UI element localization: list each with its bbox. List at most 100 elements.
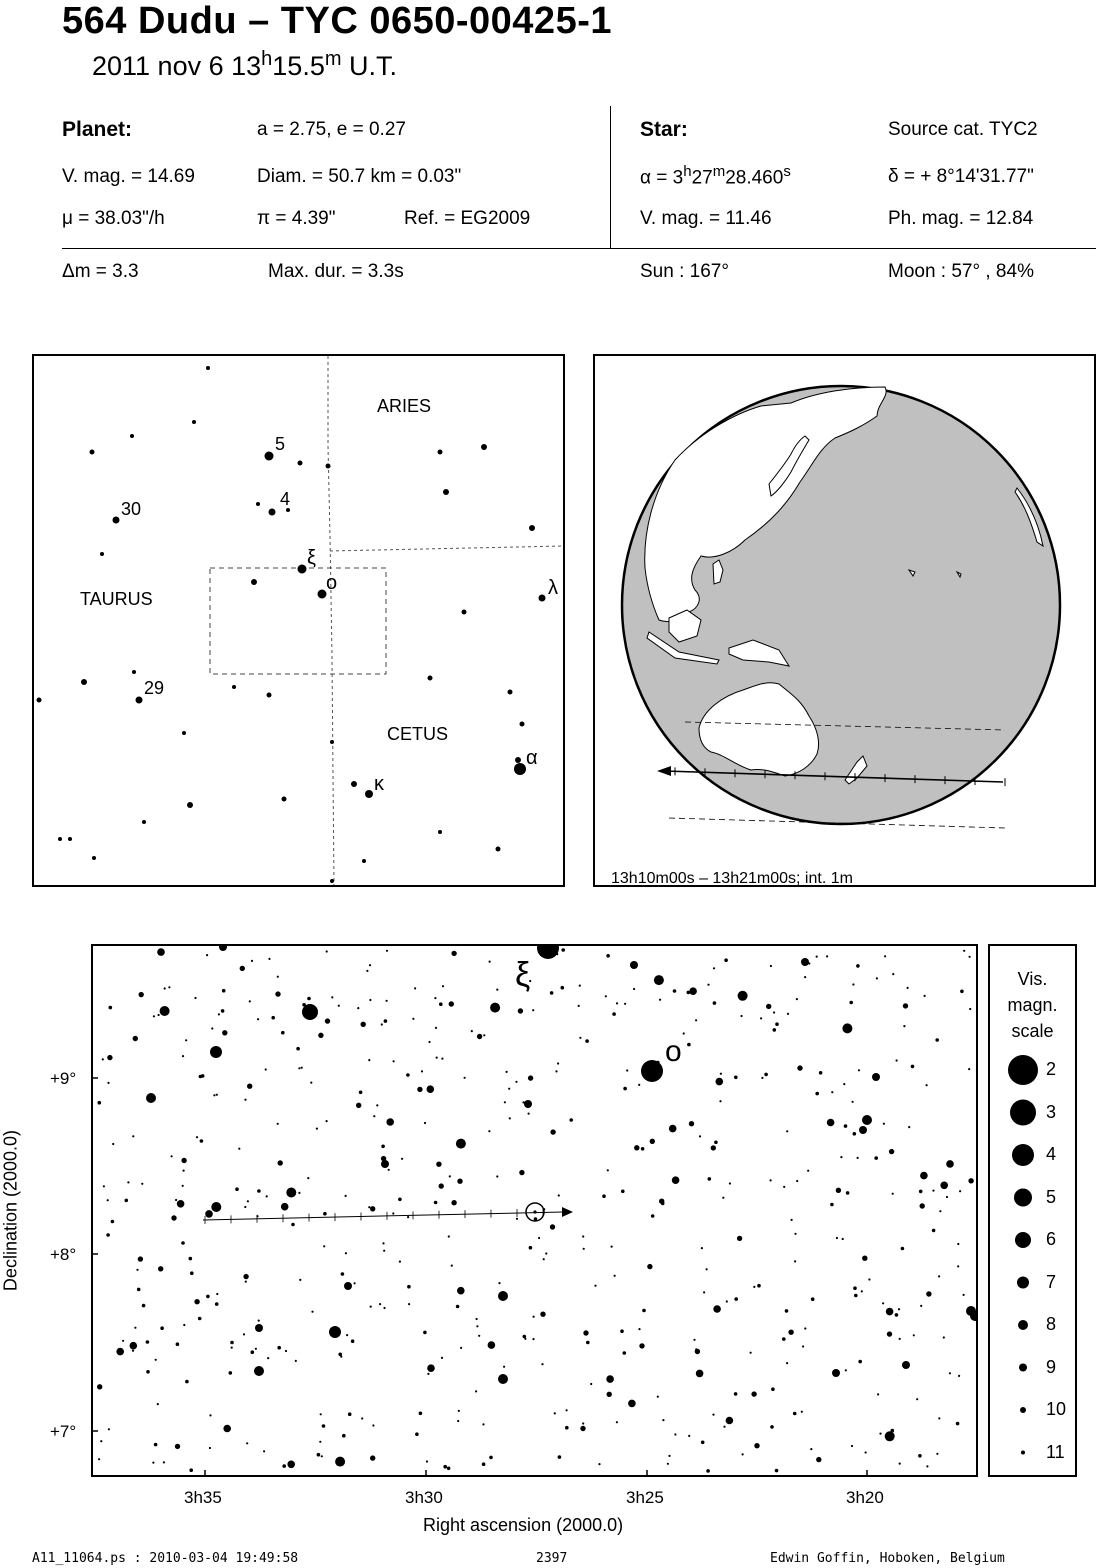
- finder-chart-panel: ARIES TAURUS CETUS 5 4 30 29 ξ o λ α κ: [32, 354, 565, 887]
- star-heading: Star:: [640, 118, 688, 141]
- finder-star: [81, 679, 87, 685]
- bright-star: [872, 1073, 880, 1081]
- field-star: [621, 1189, 625, 1194]
- field-star: [831, 1091, 834, 1094]
- finder-star: [130, 434, 134, 438]
- field-star: [794, 1232, 797, 1235]
- field-star: [519, 1169, 525, 1176]
- planet-reference: Ref. = EG2009: [404, 208, 531, 229]
- field-star: [383, 1249, 386, 1252]
- field-star: [302, 1003, 306, 1007]
- constellation-cetus: CETUS: [387, 724, 448, 744]
- field-star: [623, 1086, 627, 1091]
- field-star: [877, 1393, 880, 1396]
- field-star: [183, 1323, 186, 1327]
- asteroid-track: [202, 1207, 573, 1224]
- field-star: [606, 1375, 614, 1383]
- field-star: [918, 1189, 923, 1194]
- field-star: [906, 986, 909, 989]
- field-star: [315, 1127, 318, 1130]
- minute-unit: m: [324, 48, 342, 70]
- field-star: [370, 1206, 376, 1212]
- finder-star: [256, 502, 260, 506]
- field-star: [483, 1034, 486, 1037]
- field-star: [286, 1187, 297, 1198]
- field-star: [368, 964, 372, 967]
- field-star: [522, 1101, 525, 1104]
- field-star: [642, 1308, 646, 1313]
- field-star: [892, 973, 895, 976]
- field-star: [672, 989, 677, 993]
- field-star: [841, 1237, 844, 1241]
- field-star: [517, 1008, 524, 1014]
- field-star: [307, 1177, 310, 1180]
- field-star: [247, 1083, 253, 1089]
- field-star: [296, 1046, 300, 1051]
- field-star: [882, 1122, 886, 1125]
- field-star: [932, 1189, 935, 1192]
- constellation-boundary: [329, 545, 564, 552]
- field-star: [598, 1463, 601, 1466]
- event-minutes: 15.5: [272, 51, 325, 81]
- field-star: [335, 1456, 346, 1467]
- field-star: [299, 1278, 302, 1281]
- bright-star: [381, 1160, 389, 1168]
- field-star: [392, 1212, 395, 1215]
- bright-star: [146, 1093, 156, 1103]
- field-star: [420, 1070, 424, 1073]
- field-star: [898, 1462, 901, 1465]
- field-star: [700, 1247, 704, 1250]
- field-star: [407, 1216, 410, 1219]
- field-star: [682, 1032, 685, 1035]
- field-star: [385, 999, 388, 1002]
- legend-dot-2: [1008, 1055, 1038, 1085]
- field-star: [864, 1451, 867, 1454]
- field-star: [826, 955, 829, 958]
- field-star: [557, 1062, 560, 1065]
- central-line: [664, 770, 1004, 783]
- field-star: [522, 1334, 527, 1339]
- legend-dot-5: [1014, 1188, 1032, 1207]
- field-star: [938, 1417, 941, 1420]
- field-star: [136, 1268, 139, 1271]
- sumatra-java: [646, 631, 720, 665]
- finder-star: [538, 594, 546, 602]
- field-star: [412, 1017, 415, 1020]
- field-star: [770, 1425, 774, 1429]
- field-star: [414, 987, 417, 990]
- field-star: [577, 1004, 580, 1007]
- field-star: [380, 1155, 387, 1162]
- field-star: [488, 960, 491, 963]
- field-star: [936, 1452, 939, 1455]
- field-star: [230, 1340, 234, 1345]
- field-star: [959, 1190, 962, 1193]
- field-star: [723, 1425, 726, 1428]
- field-star: [703, 1291, 706, 1294]
- field-star: [569, 1118, 573, 1122]
- field-star: [141, 1182, 144, 1185]
- field-star: [246, 1442, 249, 1445]
- field-star: [857, 1069, 861, 1072]
- field-star: [107, 1428, 110, 1431]
- asteroid-arrow: [562, 1207, 573, 1217]
- field-star: [181, 1184, 184, 1187]
- field-star: [116, 1347, 124, 1356]
- field-star: [638, 1328, 641, 1331]
- field-star: [938, 1275, 941, 1278]
- field-star: [450, 1264, 453, 1267]
- field-star: [902, 1003, 909, 1009]
- field-star: [639, 1343, 645, 1349]
- field-star: [361, 1417, 364, 1420]
- finder-star: [132, 670, 136, 674]
- field-star: [316, 1452, 321, 1457]
- y-tick-8: +8°: [50, 1245, 77, 1264]
- footer-author: Edwin Goffin, Hoboken, Belgium: [770, 1551, 1005, 1566]
- field-star: [476, 1033, 483, 1040]
- field-star: [175, 1198, 178, 1202]
- field-star: [687, 1042, 691, 1047]
- legend-symbols: [1008, 1055, 1038, 1455]
- field-star: [122, 1339, 125, 1342]
- field-star: [719, 1072, 723, 1075]
- field-star: [392, 1060, 395, 1063]
- field-star: [368, 1206, 371, 1209]
